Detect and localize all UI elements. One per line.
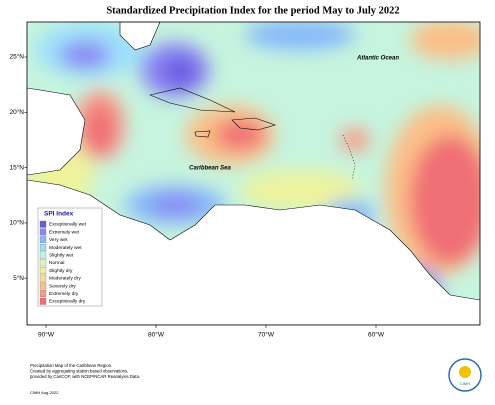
latitude-label: 5°N bbox=[13, 274, 24, 282]
legend-label: Slightly wet bbox=[49, 252, 74, 258]
legend-label: Slightly dry bbox=[49, 268, 73, 274]
legend-label: Exceptionally wet bbox=[49, 222, 87, 228]
footer: CIMH Aug-2022 Precipitation Map of the C… bbox=[30, 363, 140, 395]
longitude-label: 90°W bbox=[38, 331, 55, 339]
footer-line: Created by aggregating station based obs… bbox=[30, 369, 128, 374]
latitude-label: 10°N bbox=[9, 219, 24, 227]
legend-label: Normal bbox=[49, 260, 64, 266]
legend-swatch bbox=[39, 220, 47, 228]
legend-swatch bbox=[39, 243, 47, 251]
land-florida bbox=[119, 22, 161, 51]
legend-swatch bbox=[39, 274, 47, 282]
legend-label: Moderately dry bbox=[49, 276, 81, 282]
logo-sun bbox=[459, 366, 471, 378]
legend-label: Extremely wet bbox=[49, 229, 80, 235]
legend-swatch bbox=[39, 267, 47, 274]
credit: CIMH Aug-2022 bbox=[30, 390, 59, 395]
map-frame bbox=[26, 21, 481, 326]
legend-label: Exceptionally dry bbox=[49, 299, 86, 305]
longitude-label: 70°W bbox=[258, 331, 275, 339]
latitude-label: 20°N bbox=[9, 108, 24, 116]
land-mexico bbox=[27, 87, 86, 176]
land-jamaica bbox=[194, 130, 211, 138]
legend-swatch bbox=[39, 259, 47, 267]
legend-box bbox=[37, 207, 103, 307]
legend-label: Very wet bbox=[49, 237, 68, 243]
legend-label: Moderately wet bbox=[49, 245, 82, 251]
legend-swatch bbox=[39, 282, 47, 290]
sea-label: Caribbean Sea bbox=[189, 166, 231, 172]
footer-line: provided by CariCOF, with NCEP/NCAR Rean… bbox=[30, 374, 140, 379]
longitude-label: 80°W bbox=[148, 331, 165, 339]
logo-text: CIMH bbox=[460, 381, 470, 386]
land-antilles bbox=[342, 134, 356, 181]
latitude-label: 15°N bbox=[9, 163, 24, 171]
legend-label: Severely dry bbox=[49, 283, 76, 289]
footer-line: Precipitation Map of the Caribbean Regio… bbox=[30, 363, 112, 368]
ocean-label: Atlantic Ocean bbox=[356, 56, 399, 62]
legend-swatch bbox=[39, 297, 47, 305]
legend-swatch bbox=[39, 290, 47, 297]
legend-swatch bbox=[39, 251, 47, 259]
longitude-label: 60°W bbox=[368, 331, 385, 339]
latitude-label: 25°N bbox=[9, 53, 24, 61]
legend-label: Extremely dry bbox=[49, 291, 79, 297]
spi-field bbox=[27, 22, 480, 325]
land-mainland bbox=[27, 179, 480, 325]
legend-swatch bbox=[39, 236, 47, 244]
legend-swatch bbox=[39, 228, 47, 236]
land-cuba bbox=[149, 87, 236, 113]
legend-title: SPI Index bbox=[44, 211, 74, 218]
map-title: Standardized Precipitation Index for the… bbox=[106, 5, 399, 16]
land-hispaniola bbox=[231, 117, 276, 131]
